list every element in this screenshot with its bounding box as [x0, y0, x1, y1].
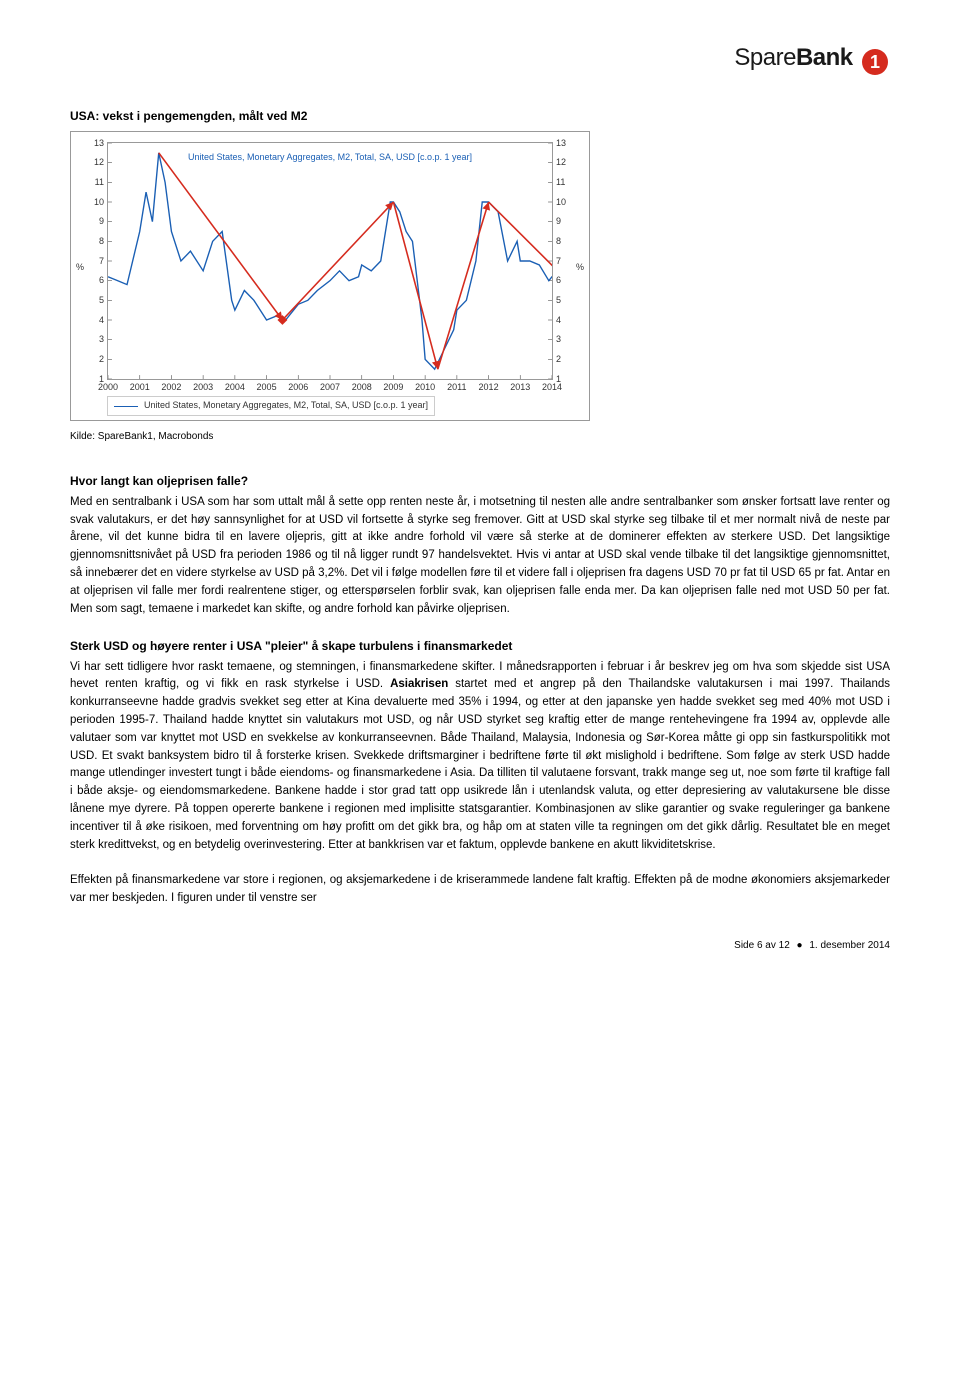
paragraph-effects: Effekten på finansmarkedene var store i … [70, 872, 890, 908]
y-tick: 9 [556, 215, 576, 229]
y-tick: 5 [84, 294, 104, 308]
x-tick: 2000 [98, 381, 118, 395]
chart-title: USA: vekst i pengemengden, målt ved M2 [70, 107, 890, 125]
y-tick: 6 [84, 274, 104, 288]
chart-svg [108, 143, 552, 379]
x-tick: 2007 [320, 381, 340, 395]
y-tick: 11 [84, 176, 104, 190]
x-tick: 2014 [542, 381, 562, 395]
y-tick: 7 [84, 255, 104, 269]
logo-light: Spare [734, 44, 796, 71]
heading-usd-rates: Sterk USD og høyere renter i USA "pleier… [70, 637, 890, 655]
x-tick: 2004 [225, 381, 245, 395]
y-tick: 6 [556, 274, 576, 288]
chart-plot-area: United States, Monetary Aggregates, M2, … [107, 142, 553, 380]
x-tick: 2005 [257, 381, 277, 395]
y-tick: 10 [84, 196, 104, 210]
chart-container: United States, Monetary Aggregates, M2, … [70, 131, 590, 421]
y-tick: 3 [556, 333, 576, 347]
y-tick: 13 [556, 137, 576, 151]
p2-part-b: startet med et angrep på den Thailandske… [70, 678, 890, 850]
y-tick: 7 [556, 255, 576, 269]
logo-bold: Bank [796, 44, 853, 71]
paragraph-asia-crisis: Vi har sett tidligere hvor raskt temaene… [70, 659, 890, 855]
y-tick: 8 [84, 235, 104, 249]
x-tick: 2013 [510, 381, 530, 395]
y-tick: 4 [556, 314, 576, 328]
x-tick: 2006 [288, 381, 308, 395]
footer-page: Side 6 av 12 [734, 940, 790, 951]
x-tick: 2001 [130, 381, 150, 395]
y-tick: 2 [84, 353, 104, 367]
legend-label: United States, Monetary Aggregates, M2, … [144, 399, 428, 413]
svg-text:1: 1 [870, 52, 880, 72]
chart-source: Kilde: SpareBank1, Macrobonds [70, 429, 890, 444]
p2-bold: Asiakrisen [390, 678, 448, 690]
y-tick: 13 [84, 137, 104, 151]
y-tick: 9 [84, 215, 104, 229]
y-tick: 8 [556, 235, 576, 249]
x-tick: 2011 [447, 381, 466, 395]
footer-date: 1. desember 2014 [809, 940, 890, 951]
y-tick: 12 [84, 156, 104, 170]
x-tick: 2012 [479, 381, 499, 395]
y-tick: 11 [556, 176, 576, 190]
x-tick: 2003 [193, 381, 213, 395]
y-tick: 2 [556, 353, 576, 367]
page-footer: Side 6 av 12 ● 1. desember 2014 [70, 938, 890, 953]
heading-oil-price: Hvor langt kan oljeprisen falle? [70, 472, 890, 490]
y-tick: 5 [556, 294, 576, 308]
y-tick: 12 [556, 156, 576, 170]
header-logo: SpareBank 1 [70, 40, 890, 77]
y-tick: 10 [556, 196, 576, 210]
logo-badge-icon: 1 [860, 47, 890, 77]
paragraph-oil: Med en sentralbank i USA som har som utt… [70, 494, 890, 619]
chart-legend: United States, Monetary Aggregates, M2, … [107, 396, 435, 416]
y-axis-label-right: % [576, 261, 584, 275]
y-tick: 3 [84, 333, 104, 347]
legend-line-swatch [114, 406, 138, 407]
x-tick: 2010 [415, 381, 435, 395]
x-tick: 2002 [161, 381, 181, 395]
footer-bullet-icon: ● [793, 940, 807, 951]
y-axis-label-left: % [76, 261, 84, 275]
y-tick: 4 [84, 314, 104, 328]
x-tick: 2009 [383, 381, 403, 395]
x-tick: 2008 [352, 381, 372, 395]
